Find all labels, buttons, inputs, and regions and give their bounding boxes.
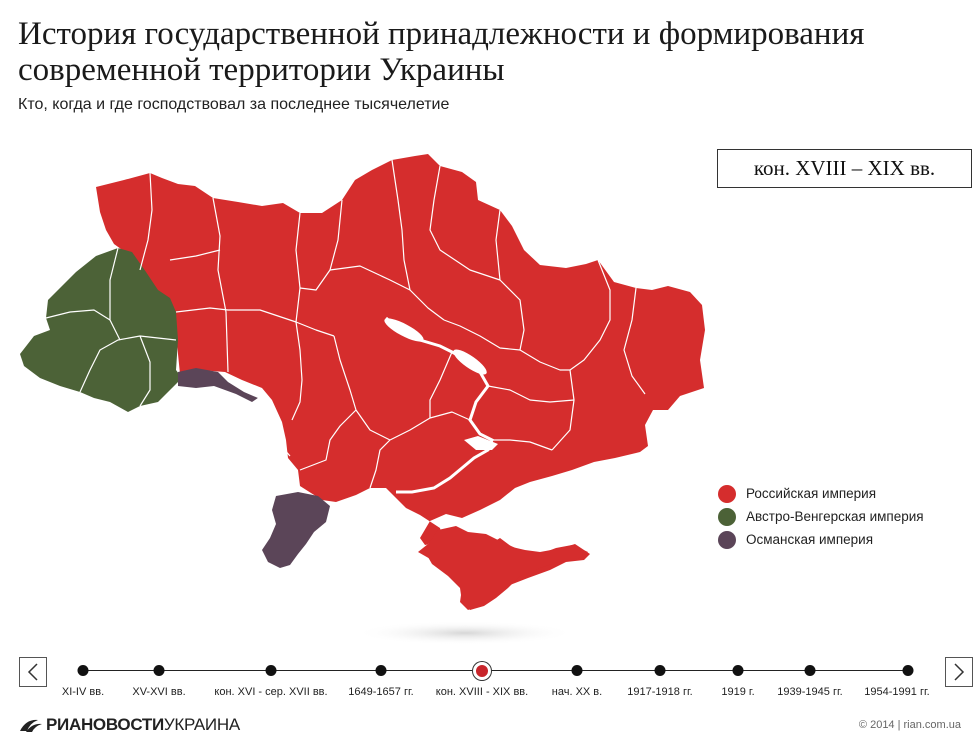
ria-logo-icon bbox=[20, 719, 42, 732]
period-label: кон. XVIII – XIX вв. bbox=[717, 149, 972, 188]
timeline-dot-6[interactable] bbox=[571, 665, 583, 676]
region-austro-hungarian bbox=[20, 248, 182, 412]
page-title: История государственной принадлежности и… bbox=[18, 16, 865, 88]
page-subtitle: Кто, когда и где господствовал за послед… bbox=[18, 96, 450, 113]
timeline-label-7[interactable]: 1917-1918 гг. bbox=[627, 686, 693, 698]
timeline-dot-10[interactable] bbox=[902, 665, 914, 676]
legend-label-ottoman: Османская империя bbox=[746, 532, 874, 547]
legend: Российская империя Австро-Венгерская имп… bbox=[718, 482, 924, 551]
timeline-dot-8[interactable] bbox=[732, 665, 744, 676]
next-button[interactable] bbox=[945, 657, 973, 687]
legend-label-russian: Российская империя bbox=[746, 486, 877, 501]
timeline-dot-2[interactable] bbox=[153, 665, 165, 676]
kiev-reservoir bbox=[384, 318, 424, 342]
legend-dot-austro bbox=[718, 507, 736, 526]
timeline-label-3[interactable]: кон. XVI - сер. XVII вв. bbox=[214, 686, 328, 698]
logo-ria-text: РИА bbox=[46, 715, 81, 734]
timeline-dot-3[interactable] bbox=[265, 665, 277, 676]
legend-item-ottoman: Османская империя bbox=[718, 528, 924, 551]
region-borders bbox=[45, 159, 646, 489]
kakhovka-reservoir bbox=[464, 436, 498, 450]
legend-item-austro: Австро-Венгерская империя bbox=[718, 505, 924, 528]
timeline-label-6[interactable]: нач. XX в. bbox=[551, 686, 603, 698]
ukraine-map bbox=[20, 154, 705, 645]
timeline-label-2[interactable]: XV-XVI вв. bbox=[132, 686, 186, 698]
kremenchug-reservoir bbox=[453, 349, 487, 375]
timeline-label-9[interactable]: 1939-1945 гг. bbox=[777, 686, 843, 698]
timeline-dot-5-active[interactable] bbox=[473, 662, 491, 680]
timeline-label-10[interactable]: 1954-1991 гг. bbox=[864, 686, 930, 698]
map-shadow bbox=[355, 621, 575, 645]
region-ottoman-strip bbox=[178, 368, 258, 402]
legend-dot-russian bbox=[718, 484, 736, 503]
logo-novosti-text: НОВОСТИ bbox=[80, 715, 164, 734]
chevron-left-icon bbox=[27, 663, 38, 681]
timeline-dot-9[interactable] bbox=[804, 665, 816, 676]
timeline-label-8[interactable]: 1919 г. bbox=[721, 686, 755, 698]
timeline-dot-7[interactable] bbox=[654, 665, 666, 676]
prev-button[interactable] bbox=[19, 657, 47, 687]
region-russian-empire bbox=[96, 154, 705, 610]
region-ottoman-budjak bbox=[262, 492, 330, 568]
legend-dot-ottoman bbox=[718, 530, 736, 549]
region-crimea bbox=[424, 526, 588, 610]
chevron-right-icon bbox=[954, 663, 965, 681]
timeline-line bbox=[83, 670, 909, 671]
timeline-label-4[interactable]: 1649-1657 гг. bbox=[348, 686, 414, 698]
timeline-dot-1[interactable] bbox=[77, 665, 89, 676]
timeline: XI-IV вв. XV-XVI вв. кон. XVI - сер. XVI… bbox=[0, 655, 979, 698]
logo-ukraina-text: УКРАИНА bbox=[163, 715, 240, 734]
timeline-dot-4[interactable] bbox=[375, 665, 387, 676]
copyright: © 2014 | rian.com.ua bbox=[858, 719, 961, 731]
timeline-label-5[interactable]: кон. XVIII - XIX вв. bbox=[435, 686, 529, 698]
ria-logo: РИА НОВОСТИ УКРАИНА bbox=[18, 715, 240, 735]
legend-label-austro: Австро-Венгерская империя bbox=[746, 509, 924, 524]
timeline-label-1[interactable]: XI-IV вв. bbox=[61, 686, 105, 698]
legend-item-russian: Российская империя bbox=[718, 482, 924, 505]
